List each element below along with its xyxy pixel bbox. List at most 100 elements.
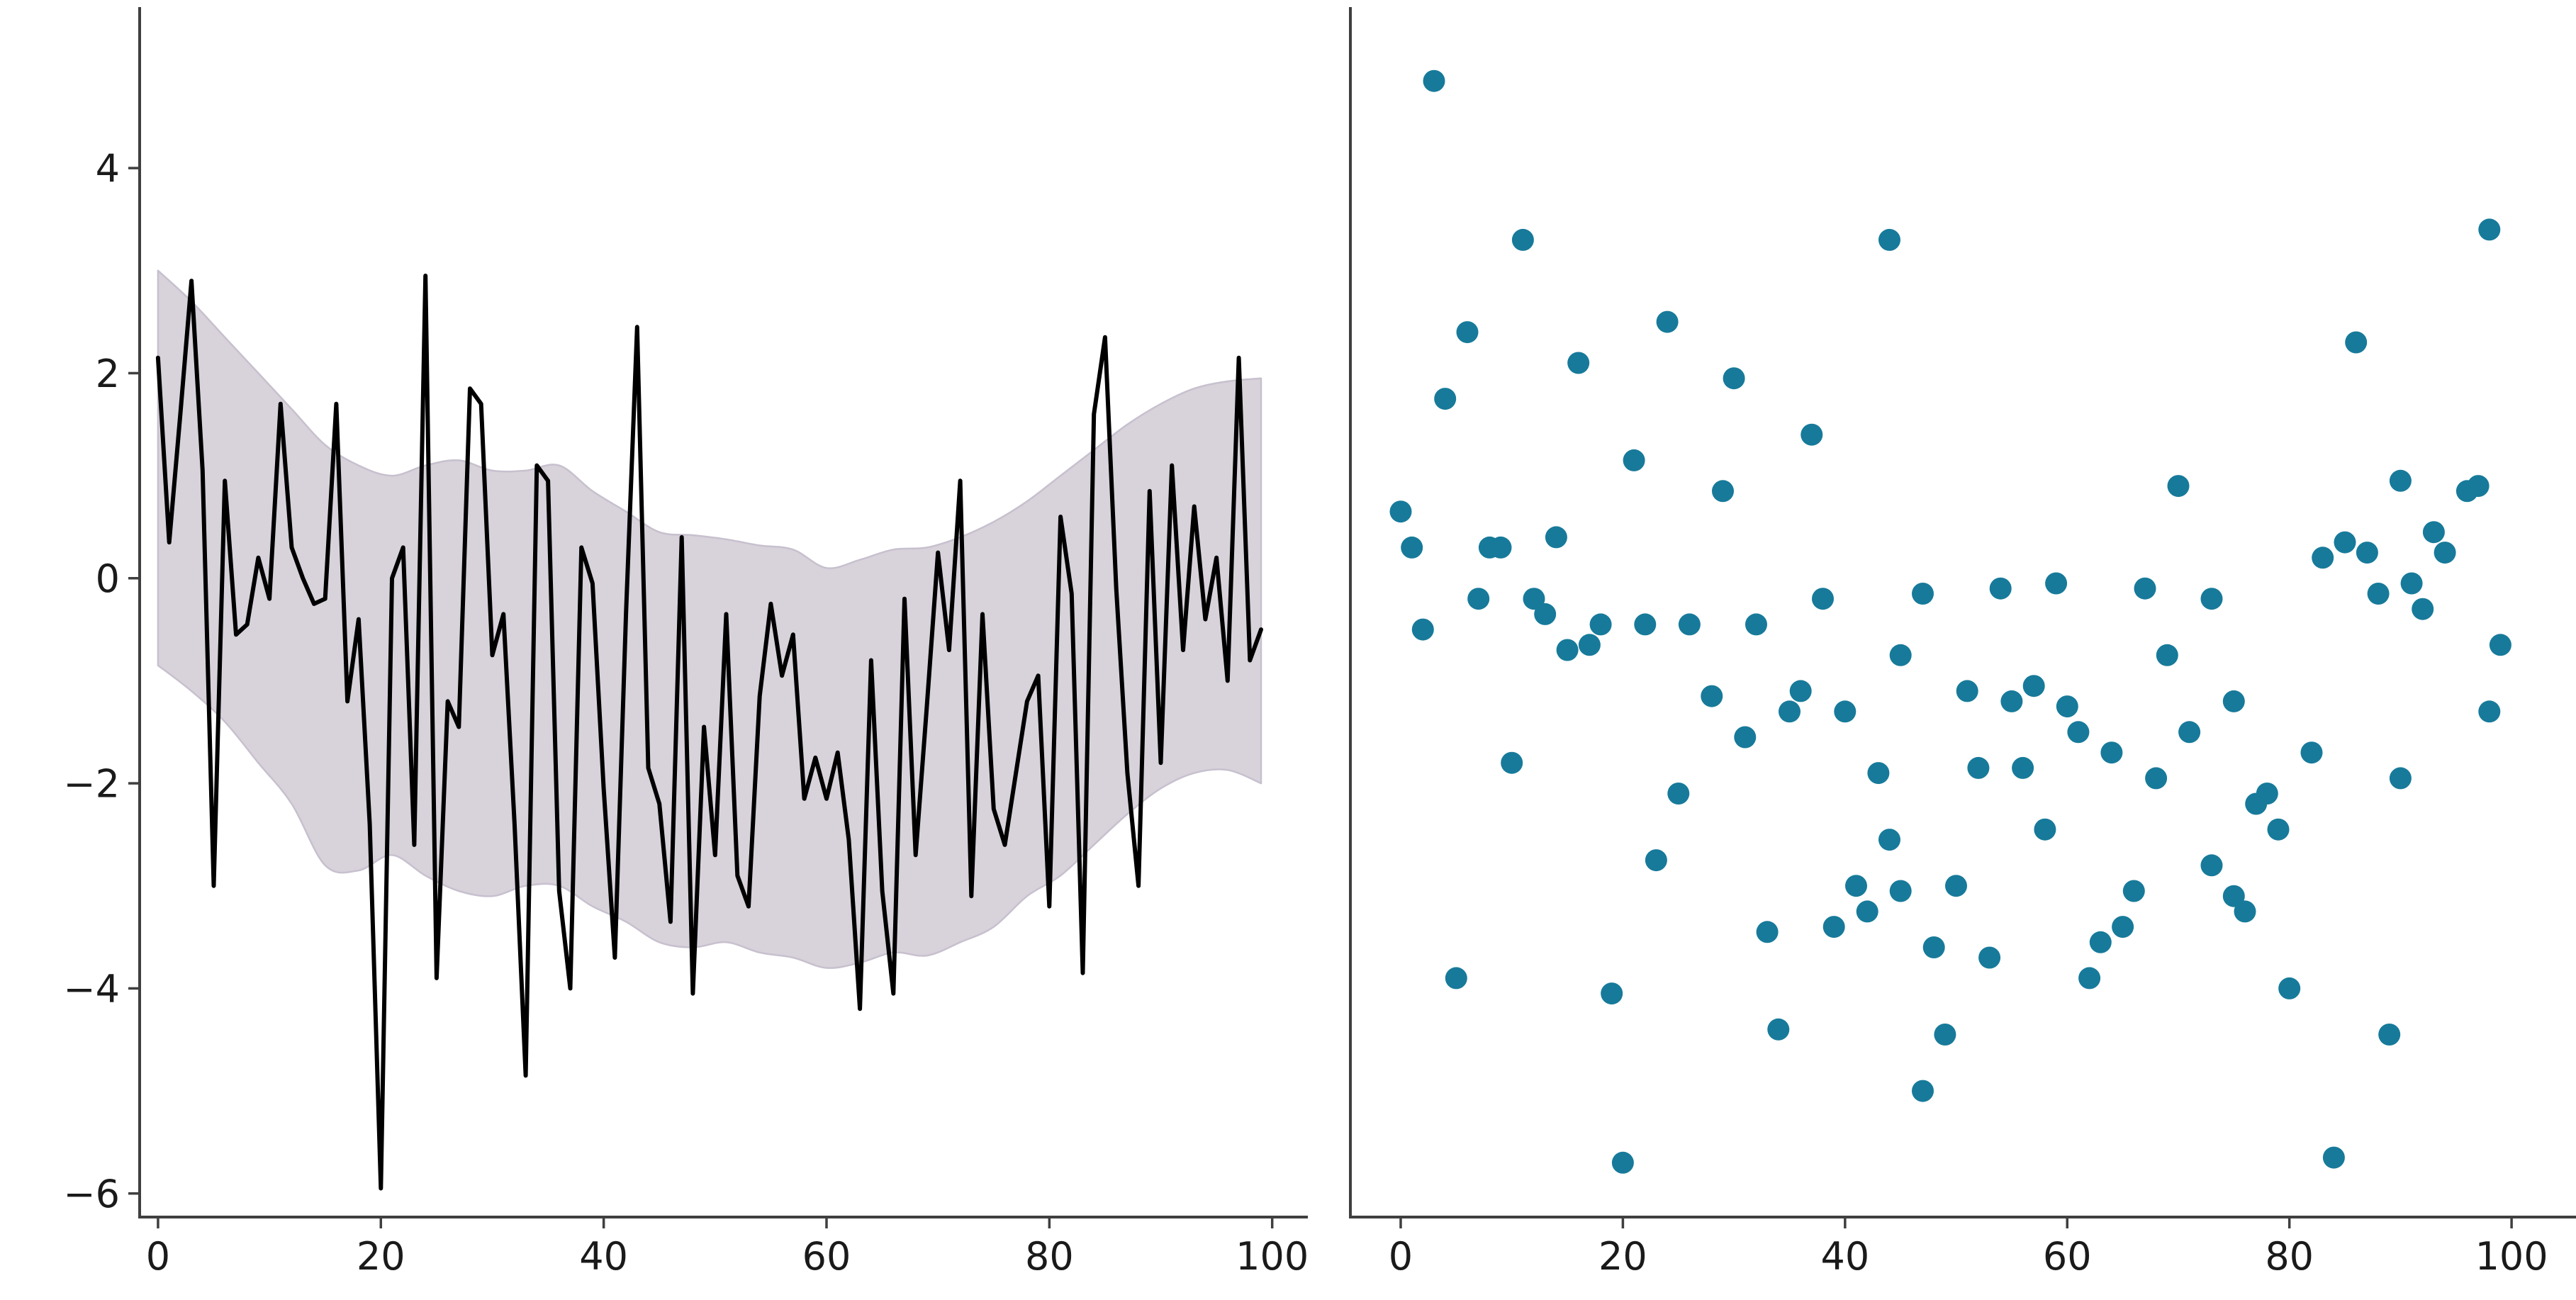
scatter-point bbox=[2478, 218, 2501, 241]
x-tick-label: 80 bbox=[1025, 1234, 1074, 1279]
scatter-point bbox=[1611, 1151, 1634, 1174]
scatter-point bbox=[1812, 588, 1834, 610]
scatter-point bbox=[2234, 900, 2256, 923]
scatter-point bbox=[1779, 700, 1801, 723]
scatter-point bbox=[2478, 700, 2501, 723]
scatter-point bbox=[1701, 685, 1723, 707]
scatter-point bbox=[2045, 572, 2068, 595]
y-tick-label: 0 bbox=[96, 556, 120, 601]
scatter-point bbox=[1489, 536, 1512, 559]
scatter-point bbox=[2200, 588, 2223, 610]
scatter-point bbox=[1723, 367, 1745, 390]
y-tick-label: −2 bbox=[63, 762, 120, 807]
scatter-point bbox=[1945, 875, 1967, 897]
scatter-point bbox=[1745, 613, 1767, 636]
scatter-point bbox=[1967, 756, 1990, 779]
x-tick-label: 0 bbox=[1389, 1234, 1413, 1279]
scatter-point bbox=[2034, 818, 2056, 841]
scatter-point bbox=[1678, 613, 1701, 636]
scatter-point bbox=[2167, 475, 2190, 498]
x-tick-label: 0 bbox=[146, 1234, 170, 1279]
scatter-point bbox=[2412, 598, 2434, 620]
scatter-point bbox=[1867, 762, 1890, 785]
x-tick-label: 100 bbox=[1236, 1234, 1309, 1279]
scatter-point bbox=[2267, 818, 2290, 841]
scatter-point bbox=[1822, 916, 1845, 938]
scatter-points bbox=[1389, 69, 2511, 1174]
scatter-point bbox=[1634, 613, 1657, 636]
scatter-point bbox=[1989, 577, 2012, 600]
scatter-point bbox=[1667, 783, 1690, 805]
scatter-point bbox=[1834, 700, 1857, 723]
scatter-point bbox=[1445, 967, 1467, 990]
scatter-point bbox=[2489, 634, 2511, 656]
scatter-point bbox=[2422, 521, 2445, 544]
x-tick-label: 40 bbox=[579, 1234, 628, 1279]
scatter-point bbox=[1912, 1080, 1934, 1102]
scatter-point bbox=[2112, 916, 2134, 938]
x-tick-label: 40 bbox=[1820, 1234, 1869, 1279]
scatter-point bbox=[2312, 547, 2334, 569]
scatter-point bbox=[2334, 531, 2356, 554]
scatter-point bbox=[1423, 69, 1445, 92]
scatter-point bbox=[2012, 756, 2034, 779]
scatter-point bbox=[1734, 726, 1757, 749]
scatter-point bbox=[2278, 977, 2301, 999]
scatter-point bbox=[1456, 321, 1479, 344]
scatter-point bbox=[1767, 1018, 1790, 1041]
scatter-point bbox=[1845, 875, 1867, 897]
scatter-point bbox=[1623, 449, 1645, 471]
scatter-point bbox=[1601, 982, 1623, 1005]
scatter-point bbox=[1567, 352, 1590, 374]
scatter-point bbox=[1534, 603, 1557, 625]
scatter-point bbox=[2389, 469, 2412, 492]
scatter-point bbox=[1789, 680, 1812, 702]
scatter-point bbox=[1878, 228, 1900, 251]
x-tick-label: 60 bbox=[802, 1234, 851, 1279]
scatter-point bbox=[1645, 849, 1667, 872]
scatter-point bbox=[1389, 500, 1412, 523]
y-tick-label: −6 bbox=[63, 1172, 120, 1216]
scatter-point bbox=[2356, 542, 2378, 564]
scatter-point bbox=[2222, 885, 2245, 907]
scatter-point bbox=[2134, 577, 2156, 600]
x-tick-label: 20 bbox=[357, 1234, 405, 1279]
scatter-point bbox=[1889, 644, 1912, 666]
scatter-point bbox=[2200, 854, 2223, 877]
scatter-point bbox=[2000, 690, 2023, 712]
scatter-point bbox=[1756, 921, 1779, 943]
scatter-point bbox=[1978, 946, 2001, 969]
x-tick-label: 60 bbox=[2043, 1234, 2092, 1279]
scatter-point bbox=[2022, 675, 2045, 697]
x-tick-label: 20 bbox=[1598, 1234, 1647, 1279]
scatter-point bbox=[2434, 542, 2456, 564]
scatter-point bbox=[2389, 767, 2412, 790]
scatter-point bbox=[2378, 1024, 2401, 1046]
scatter-point bbox=[1467, 588, 1490, 610]
scatter-point bbox=[2467, 475, 2490, 498]
y-tick-label: 4 bbox=[96, 147, 120, 191]
scatter-point bbox=[1411, 618, 1434, 641]
scatter-point bbox=[2256, 783, 2278, 805]
scatter-point bbox=[2322, 1146, 2345, 1169]
scatter-point bbox=[1712, 480, 1734, 503]
scatter-point bbox=[2178, 721, 2201, 744]
confidence-band bbox=[157, 269, 1262, 969]
scatter-point bbox=[1856, 900, 1878, 923]
y-tick-label: 2 bbox=[96, 352, 120, 396]
scatter-point bbox=[1801, 423, 1823, 446]
scatter-point bbox=[2056, 695, 2078, 718]
scatter-point bbox=[2145, 767, 2168, 790]
scatter-point bbox=[2078, 967, 2101, 990]
scatter-point bbox=[1656, 310, 1679, 333]
scatter-point bbox=[2122, 880, 2145, 902]
scatter-point bbox=[1434, 388, 1457, 410]
scatter-point bbox=[1922, 936, 1945, 958]
scatter-point bbox=[1545, 526, 1567, 549]
scatter-chart-panel: 0 20 40 60 80 100 bbox=[1349, 7, 2576, 1279]
x-tick-label: 100 bbox=[2475, 1234, 2548, 1279]
scatter-point bbox=[2367, 583, 2390, 605]
